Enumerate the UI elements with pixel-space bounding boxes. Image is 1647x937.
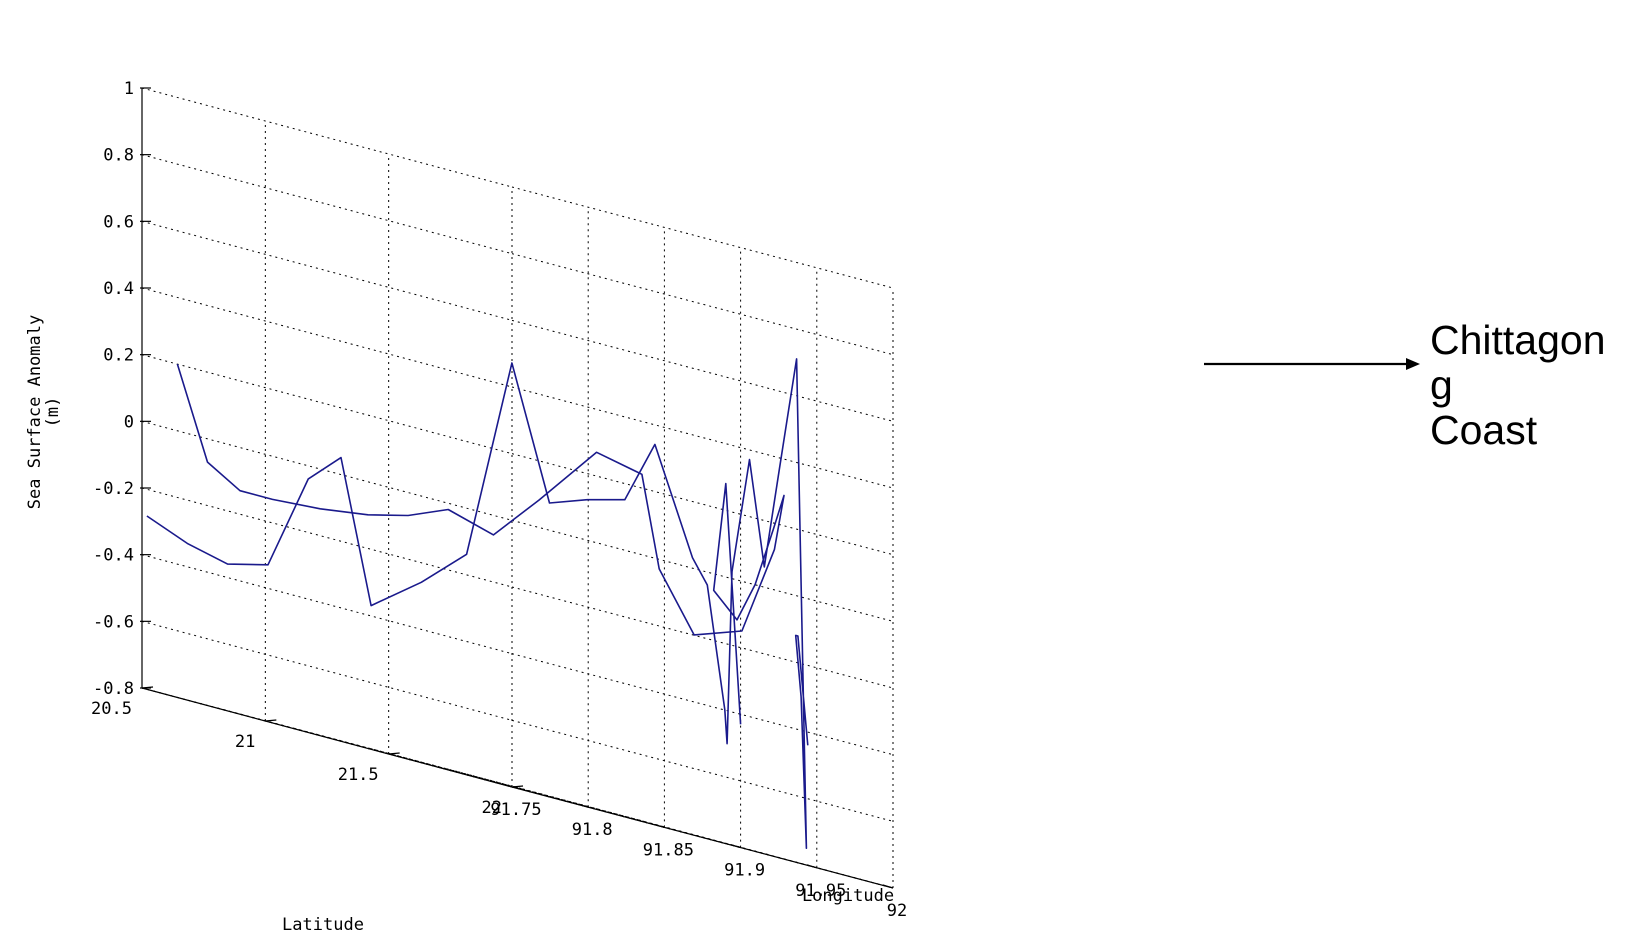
wall-x-gridline-z-1: [141, 620, 513, 721]
y-tick-label-3: 22: [482, 798, 502, 818]
y-tick-mark-3: [511, 785, 524, 788]
z-tick-label-5: 0.2: [103, 346, 134, 366]
z-tick-label-0: -0.8: [93, 679, 134, 699]
wall-x-gridline-z-2: [141, 554, 513, 655]
x-tick-label-2: 91.85: [643, 840, 694, 860]
x-tick-label-3: 91.9: [724, 861, 765, 881]
series-line-1: [176, 363, 785, 725]
wall-x-gridline-z-9: [141, 87, 513, 188]
chart-tick-labels: -0.8 -0.6 -0.4 -0.2 0 0.2 0.4 0.6 0.8 1 20.5 21 21.5…: [91, 79, 907, 921]
z-axis-label: Sea Surface Anomaly (m): [25, 315, 63, 509]
chart-axes: [140, 87, 894, 889]
z-axis-label-line-2: (m): [43, 397, 63, 428]
y-axis-line: [141, 687, 513, 788]
x-tick-mark-3: [730, 844, 741, 849]
z-tick-label-8: 0.8: [103, 146, 134, 166]
y-tick-mark-0: [141, 686, 154, 689]
x-tick-label-1: 91.8: [572, 820, 613, 840]
wall-y-gridline-z-8: [511, 253, 894, 356]
x-tick-label-0: 91.75: [490, 800, 541, 820]
z-tick-label-4: 0: [124, 412, 134, 432]
x-tick-mark-4: [806, 864, 817, 869]
x-tick-label-5: 92: [887, 901, 907, 921]
x-tick-mark-5: [882, 884, 894, 889]
z-axis-label-line-1: Sea Surface Anomaly: [25, 315, 45, 509]
wall-y-gridline-z-5: [511, 453, 894, 556]
chittagong-coast-annotation: Chittagon g Coast: [1430, 318, 1606, 453]
wall-y-gridline-z-4: [511, 519, 894, 622]
series-line-2: [146, 358, 809, 850]
y-tick-mark-1: [265, 719, 277, 722]
z-tick-label-2: -0.4: [93, 546, 134, 566]
wall-x-gridline-z-5: [141, 354, 513, 455]
y-tick-mark-2: [388, 752, 400, 755]
wall-y-gridline-z-1: [511, 719, 894, 822]
x-tick-mark-0: [501, 783, 513, 788]
y-axis-label: Latitude: [282, 915, 364, 935]
wall-x-gridline-z-3: [141, 487, 513, 588]
x-tick-mark-2: [654, 823, 665, 828]
wall-x-gridline-z-7: [141, 220, 513, 321]
z-tick-label-7: 0.6: [103, 212, 134, 232]
wall-y-gridline-z-2: [511, 653, 894, 756]
x-axis-label: Longitude: [802, 886, 894, 906]
wall-y-gridline-z-9: [511, 186, 894, 289]
wall-x-gridline-z-6: [141, 287, 513, 388]
x-axis-line: [511, 786, 894, 889]
annotation-line-1: Chittagon: [1430, 317, 1606, 363]
z-tick-label-9: 1: [124, 79, 134, 99]
annotation-line-2: g: [1430, 362, 1453, 408]
annotation-arrow: [1204, 358, 1420, 370]
wall-y-gridline-z-6: [511, 386, 894, 489]
z-tick-label-1: -0.6: [93, 612, 134, 632]
wall-y-gridline-z-7: [511, 319, 894, 422]
annotation-line-3: Coast: [1430, 407, 1538, 453]
wall-y-gridline-z-3: [511, 586, 894, 689]
y-tick-label-0: 20.5: [91, 699, 132, 719]
chart-gridlines: [141, 87, 894, 889]
z-tick-label-6: 0.4: [103, 279, 134, 299]
wall-x-gridline-z-4: [141, 420, 513, 521]
y-tick-label-2: 21.5: [338, 765, 379, 785]
wall-x-gridline-z-8: [141, 154, 513, 255]
x-tick-label-4: 91.95: [795, 881, 846, 901]
z-tick-label-3: -0.2: [93, 479, 134, 499]
chart-series: [146, 358, 809, 850]
y-tick-label-1: 21: [235, 732, 255, 752]
x-tick-mark-1: [578, 803, 589, 808]
